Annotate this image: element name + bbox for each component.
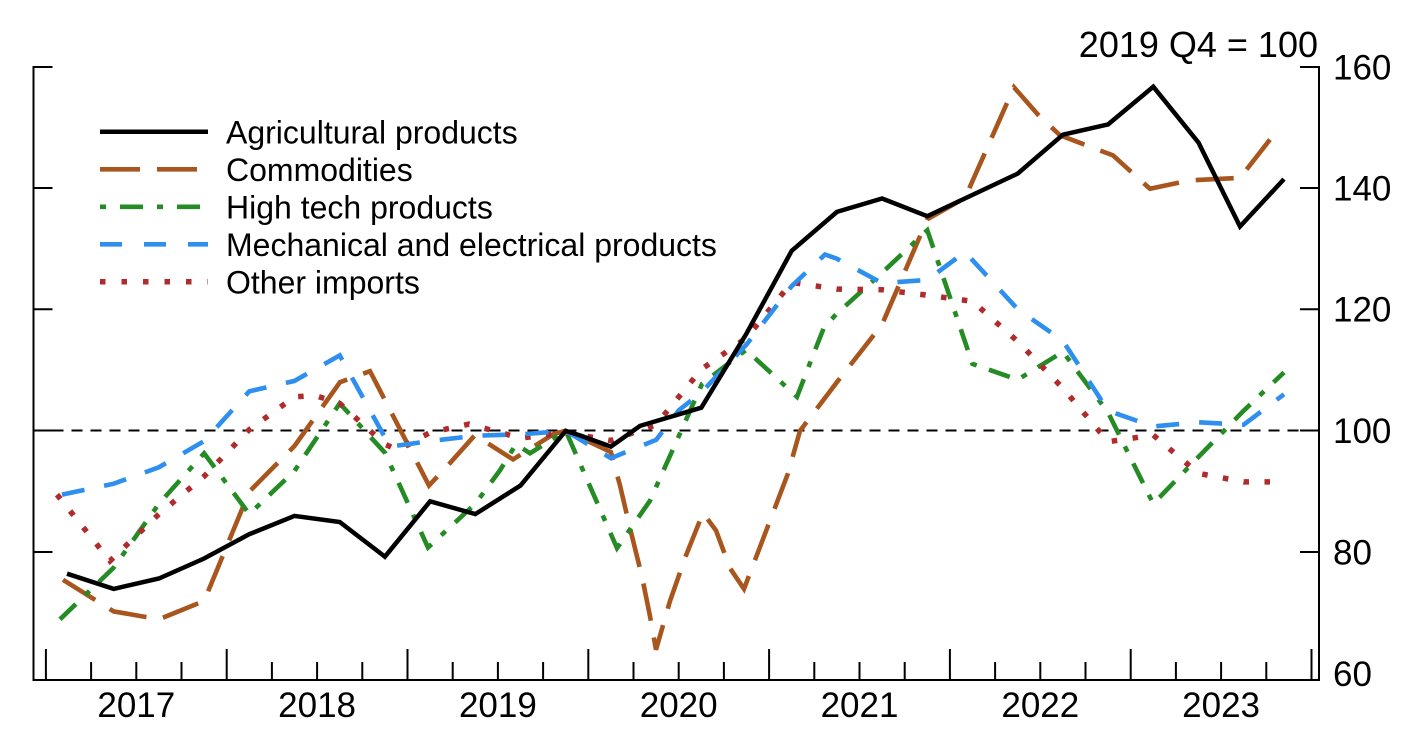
svg-text:2020: 2020 [640, 686, 718, 725]
svg-text:160: 160 [1333, 48, 1391, 87]
svg-text:2021: 2021 [821, 686, 899, 725]
svg-text:2019: 2019 [459, 686, 537, 725]
svg-text:2023: 2023 [1182, 686, 1260, 725]
svg-text:60: 60 [1333, 655, 1372, 694]
svg-text:Mechanical and electrical prod: Mechanical and electrical products [226, 227, 717, 263]
svg-text:120: 120 [1333, 291, 1391, 330]
svg-text:80: 80 [1333, 533, 1372, 572]
svg-text:100: 100 [1333, 412, 1391, 451]
svg-text:2018: 2018 [278, 686, 356, 725]
svg-text:2019 Q4 = 100: 2019 Q4 = 100 [1079, 24, 1318, 65]
svg-text:2022: 2022 [1001, 686, 1079, 725]
svg-text:140: 140 [1333, 169, 1391, 208]
svg-text:Agricultural products: Agricultural products [226, 114, 518, 150]
svg-text:Commodities: Commodities [226, 152, 413, 188]
svg-text:High tech products: High tech products [226, 189, 493, 225]
svg-text:2017: 2017 [97, 686, 175, 725]
svg-text:Other imports: Other imports [226, 264, 420, 300]
